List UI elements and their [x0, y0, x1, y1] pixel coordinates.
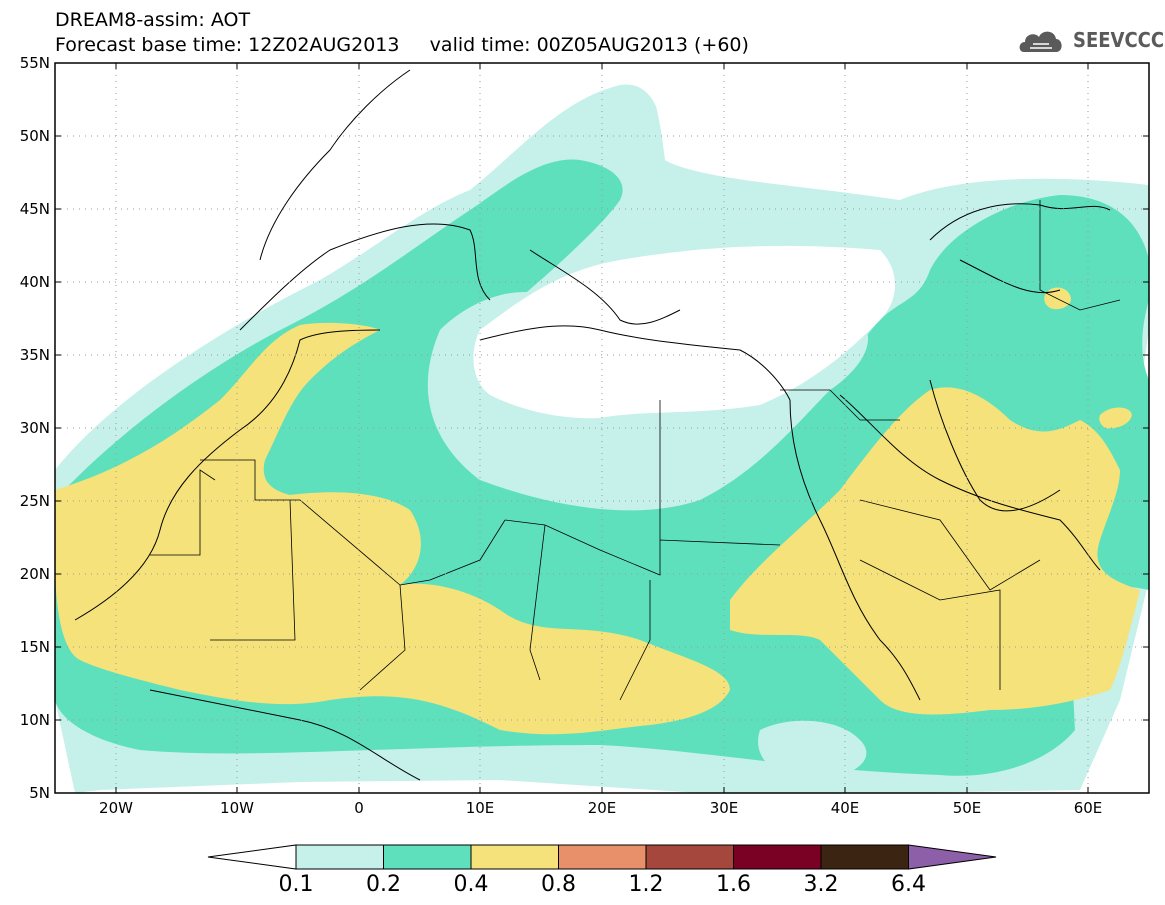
- lat-label: 30N: [19, 419, 50, 437]
- colorbar: [207, 844, 997, 870]
- colorbar-bin-0.1-0.2: [295, 844, 384, 870]
- colorbar-bin-3.2-6.4: [820, 844, 909, 870]
- colorbar-label: 1.6: [716, 872, 751, 897]
- coastlines: [74, 69, 1111, 781]
- colorbar-over-arrow: [908, 844, 997, 870]
- lat-label: 35N: [19, 346, 50, 364]
- aot-contour-0.4-east: [730, 387, 1140, 715]
- colorbar-bin-0.2-0.4: [383, 844, 472, 870]
- map-subtitle-times: Forecast base time: 12Z02AUG2013 valid t…: [55, 34, 749, 56]
- colorbar-label: 0.4: [453, 872, 489, 897]
- graticule: [55, 63, 1149, 793]
- aot-below-0.1-region: [473, 245, 895, 419]
- lat-label: 50N: [19, 127, 50, 145]
- lon-label: 50E: [952, 799, 982, 817]
- colorbar-bin-0.4-0.8: [470, 844, 559, 870]
- colorbar-label: 1.2: [628, 872, 664, 897]
- logo-text: SEEVCCC: [1073, 28, 1165, 52]
- lon-label: 40E: [830, 799, 860, 817]
- lon-label: 10E: [465, 799, 495, 817]
- colorbar-bin-1.2-1.6: [645, 844, 734, 870]
- colorbar-label: 6.4: [891, 872, 926, 897]
- cloud-logo-icon: [1019, 31, 1062, 52]
- lat-label: 10N: [19, 711, 50, 729]
- colorbar-bin-1.6-3.2: [733, 844, 822, 870]
- lon-label: 60E: [1073, 799, 1103, 817]
- lat-label: 20N: [19, 565, 50, 583]
- colorbar-under-arrow: [207, 844, 297, 870]
- colorbar-bin-0.8-1.2: [558, 844, 647, 870]
- lon-label: 20W: [99, 799, 133, 817]
- lat-label: 55N: [19, 54, 50, 72]
- lon-label: 0: [354, 799, 364, 817]
- lat-label: 45N: [19, 200, 50, 218]
- lat-label: 5N: [29, 784, 50, 802]
- lon-label: 30E: [709, 799, 739, 817]
- colorbar-label: 0.2: [366, 872, 401, 897]
- colorbar-label: 3.2: [803, 872, 839, 897]
- colorbar-label: 0.8: [541, 872, 576, 897]
- map-title: DREAM8-assim: AOT: [55, 9, 251, 31]
- aot-shading: [55, 63, 1149, 793]
- colorbar-label: 0.1: [278, 872, 314, 897]
- lon-label: 20E: [587, 799, 617, 817]
- lat-label: 15N: [19, 638, 50, 656]
- lat-label: 40N: [19, 273, 50, 291]
- aot-contour-0.4-west: [55, 322, 730, 735]
- lat-label: 25N: [19, 492, 50, 510]
- lon-label: 10W: [220, 799, 254, 817]
